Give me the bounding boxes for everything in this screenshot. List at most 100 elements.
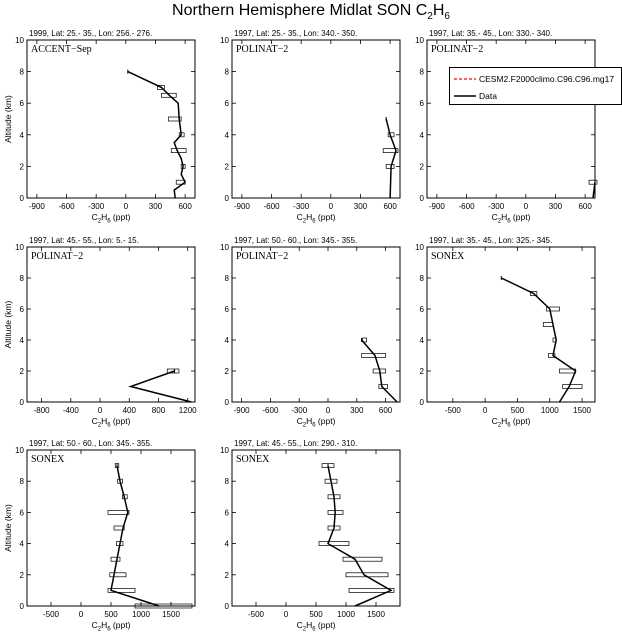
panel-6-data-line xyxy=(500,277,577,403)
panel-1-ytick-label: 2 xyxy=(20,162,25,171)
panel-5-frame xyxy=(231,246,401,403)
panel-3-ytick-label: 8 xyxy=(420,68,425,77)
panel-1-ytick-label: 10 xyxy=(15,36,24,45)
panel-8-ytick-label: 8 xyxy=(225,477,230,486)
panel-5-data-line xyxy=(361,339,398,403)
panel-1-ytick-label: 4 xyxy=(20,131,25,140)
legend-swatch-model xyxy=(454,78,476,80)
panel-6-error-bar xyxy=(530,291,538,296)
panel-2-error-bar xyxy=(382,148,399,153)
panel-4-ytick-label: 10 xyxy=(15,243,24,252)
panel-3-campaign-label: POLINAT−2 xyxy=(431,44,483,55)
panel-5-campaign-label: POLINAT−2 xyxy=(236,251,288,262)
panel-8-error-bar xyxy=(342,556,383,562)
panel-6-ytick-label: 4 xyxy=(420,336,425,345)
panel-1-header: 1999, Lat: 25.- 35., Lon: 256.- 276. xyxy=(29,29,152,38)
panel-2-ytick-label: 4 xyxy=(225,131,230,140)
panel-4-error-bar xyxy=(166,368,180,374)
panel-8-xtick-label: 0 xyxy=(284,610,289,619)
panel-2-data-line xyxy=(385,118,397,199)
panel-4-xtick-label: -800 xyxy=(34,406,51,415)
panel-7-data-line xyxy=(110,465,160,607)
panel-1-error-bar xyxy=(167,116,182,122)
panel-4-ytick-label: 4 xyxy=(20,336,25,345)
panel-5-xtick-label: 300 xyxy=(350,406,364,415)
panel-2-ytick-label: 0 xyxy=(225,194,230,203)
panel-6-ytick-label: 0 xyxy=(420,398,425,407)
panel-4-ytick-label: 0 xyxy=(20,398,25,407)
panel-2-frame xyxy=(231,39,401,199)
panel-3-xtick-label: -600 xyxy=(459,202,476,211)
panel-5-ytick-label: 6 xyxy=(225,305,230,314)
panel-1-ylabel: Altitude (km) xyxy=(3,95,13,143)
panel-8-ytick-label: 6 xyxy=(225,508,230,517)
panel-7-error-bar xyxy=(107,588,136,593)
panel-1-ytick-label: 0 xyxy=(20,194,25,203)
panel-4-xtick-label: 1200 xyxy=(179,406,197,415)
panel-3-xtick-label: 600 xyxy=(578,202,592,211)
panel-7-ytick-label: 6 xyxy=(20,508,25,517)
panel-7-header: 1997, Lat: 50.- 60., Lon: 345.- 355. xyxy=(29,439,152,448)
panel-6-header: 1997, Lat: 35.- 45., Lon: 325.- 345. xyxy=(429,236,552,245)
panel-3-xlabel: C2H6 (ppt) xyxy=(492,212,531,225)
panel-7-xtick-label: 0 xyxy=(79,610,84,619)
panel-7-xtick-label: 1500 xyxy=(162,610,180,619)
panel-6-xtick-label: 1500 xyxy=(573,406,591,415)
panel-2-xtick-label: -900 xyxy=(234,202,251,211)
panel-4-ytick-label: 8 xyxy=(20,274,25,283)
panel-5-ytick-label: 0 xyxy=(225,398,230,407)
panel-6-xtick-label: 0 xyxy=(483,406,488,415)
panel-5-xtick-label: -300 xyxy=(291,406,308,415)
panel-7-xtick-label: -500 xyxy=(43,610,60,619)
panel-8-data-line xyxy=(327,465,393,607)
panel-2-xtick-label: 300 xyxy=(354,202,368,211)
panel-6-error-bar xyxy=(562,384,583,389)
panel-6-ytick-label: 6 xyxy=(420,305,425,314)
panel-3-ytick-label: 0 xyxy=(420,194,425,203)
panel-1-ytick-label: 8 xyxy=(20,68,25,77)
panel-1-error-bar xyxy=(161,92,177,98)
panel-1-xtick-label: 600 xyxy=(178,202,192,211)
panel-7-ylabel: Altitude (km) xyxy=(3,504,13,552)
panel-3-header: 1997, Lat: 35.- 45., Lon: 330.- 340. xyxy=(429,29,552,38)
panel-6-ytick-label: 10 xyxy=(415,243,424,252)
panel-1-data-line xyxy=(127,70,187,199)
panel-4-xtick-label: 400 xyxy=(123,406,137,415)
panel-7-ytick-label: 8 xyxy=(20,477,25,486)
panel-8-xtick-label: 1500 xyxy=(367,610,385,619)
panel-2-xtick-label: 0 xyxy=(329,202,334,211)
panel-2-xtick-label: -300 xyxy=(293,202,310,211)
legend-label-data: Data xyxy=(479,91,497,101)
panel-1-xtick-label: 0 xyxy=(124,202,129,211)
panel-8-ytick-label: 4 xyxy=(225,540,230,549)
panel-8-header: 1997, Lat: 45.- 55., Lon: 290.- 310. xyxy=(234,439,357,448)
panel-1-xtick-label: -300 xyxy=(88,202,105,211)
panel-6-error-bar xyxy=(542,322,554,327)
panel-4-campaign-label: POLINAT−2 xyxy=(31,251,83,262)
panel-3-xtick-label: -900 xyxy=(429,202,446,211)
panel-5-xtick-label: -600 xyxy=(262,406,279,415)
panel-3-frame xyxy=(426,39,596,199)
legend: CESM2.F2000climo.C96.C96.mg17 Data xyxy=(449,67,622,105)
panel-5-header: 1997, Lat: 50.- 60., Lon: 345.- 355. xyxy=(234,236,357,245)
panel-7-ytick-label: 0 xyxy=(20,602,25,611)
panel-3-data-line xyxy=(592,182,596,199)
panel-1-frame xyxy=(26,39,196,199)
panel-8-error-bar xyxy=(348,588,395,593)
panel-3-ytick-label: 4 xyxy=(420,131,425,140)
panel-2-ytick-label: 10 xyxy=(220,36,229,45)
panel-8-xtick-label: -500 xyxy=(248,610,265,619)
panel-3-xtick-label: 300 xyxy=(549,202,563,211)
panel-2-ytick-label: 8 xyxy=(225,68,230,77)
panel-6-ytick-label: 2 xyxy=(420,367,425,376)
legend-label-model: CESM2.F2000climo.C96.C96.mg17 xyxy=(479,74,615,84)
panel-8-xlabel: C2H6 (ppt) xyxy=(297,620,336,633)
panel-1-campaign-label: ACCENT−Sep xyxy=(31,44,92,55)
panel-7-error-bar xyxy=(134,603,193,609)
panel-1-xtick-label: -900 xyxy=(29,202,46,211)
panel-7-xlabel: C2H6 (ppt) xyxy=(92,620,131,633)
panel-6-frame xyxy=(426,246,596,403)
panel-1-xtick-label: 300 xyxy=(149,202,163,211)
panel-4-ylabel: Altitude (km) xyxy=(3,300,13,348)
